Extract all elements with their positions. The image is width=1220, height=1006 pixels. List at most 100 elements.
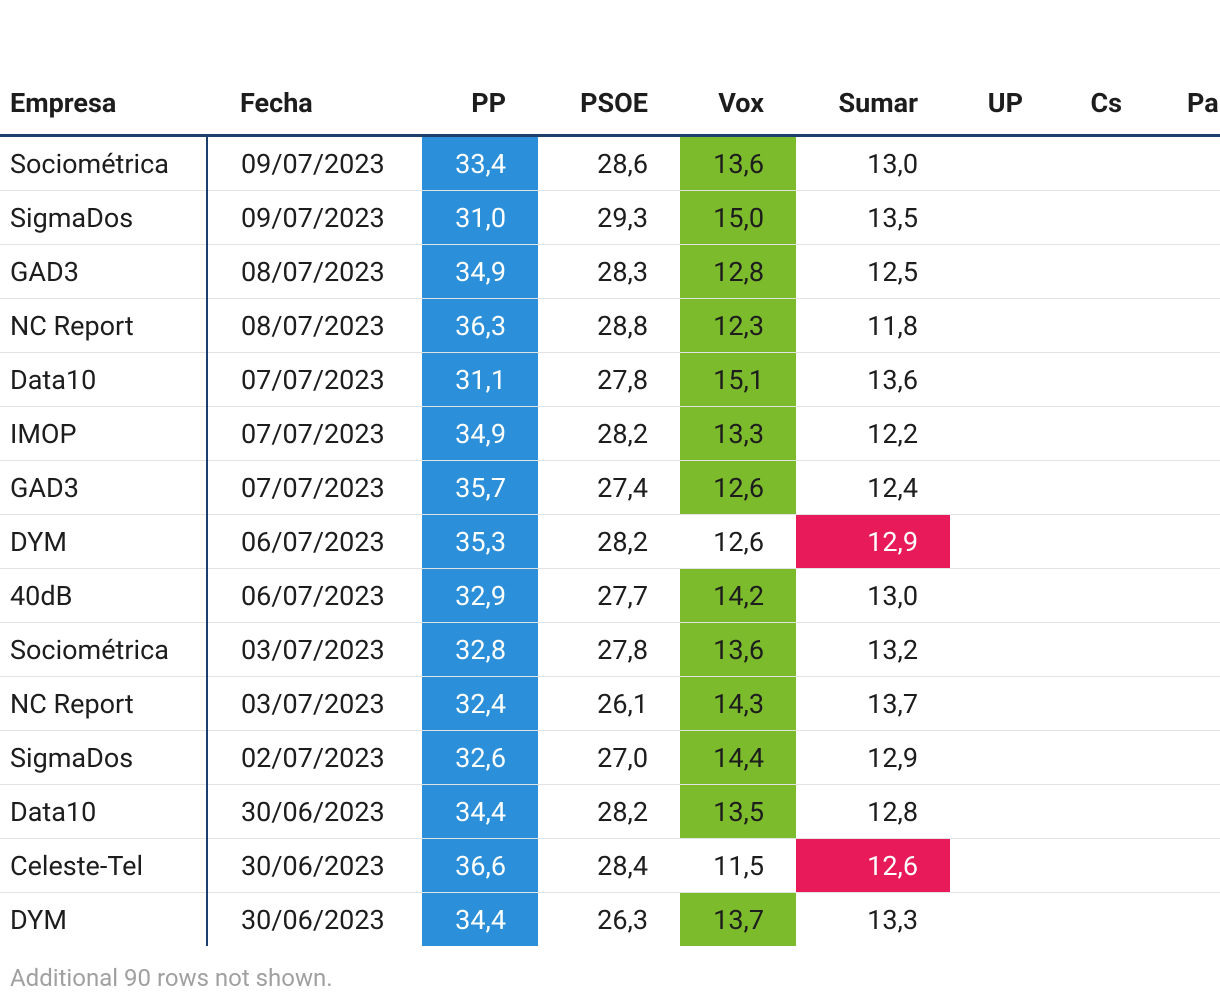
value-cell: 13,0 <box>796 568 950 623</box>
value-cell: 12,9 <box>796 730 950 785</box>
pollster-cell: Sociométrica <box>0 622 208 677</box>
value-cell: 33,4 <box>422 135 538 191</box>
table-row: NC Report 03/07/2023 32,4 26,1 14,3 13,7 <box>0 676 1220 731</box>
value-cell <box>1154 298 1220 353</box>
value-cell: 31,0 <box>422 190 538 245</box>
value-cell <box>950 406 1055 461</box>
value-cell <box>1055 838 1154 893</box>
value-cell <box>1055 135 1154 191</box>
value-cell: 28,4 <box>538 838 680 893</box>
pollster-cell: NC Report <box>0 676 208 731</box>
value-cell: 31,1 <box>422 352 538 407</box>
value-cell <box>950 460 1055 515</box>
value-cell <box>1055 730 1154 785</box>
value-cell: 28,2 <box>538 514 680 569</box>
value-cell: 12,8 <box>680 244 796 299</box>
table-row: Data10 07/07/2023 31,1 27,8 15,1 13,6 <box>0 352 1220 407</box>
value-cell <box>1154 135 1220 191</box>
value-cell: 27,4 <box>538 460 680 515</box>
value-cell <box>950 784 1055 839</box>
value-cell: 28,8 <box>538 298 680 353</box>
value-cell <box>1055 622 1154 677</box>
value-cell: 12,2 <box>796 406 950 461</box>
value-cell <box>1055 406 1154 461</box>
table-row: Data10 30/06/2023 34,4 28,2 13,5 12,8 <box>0 784 1220 839</box>
value-cell: 15,0 <box>680 190 796 245</box>
date-cell: 07/07/2023 <box>207 406 422 461</box>
column-header: Fecha <box>207 72 422 137</box>
value-cell <box>950 622 1055 677</box>
value-cell <box>950 676 1055 731</box>
value-cell: 12,5 <box>796 244 950 299</box>
pollster-cell: GAD3 <box>0 244 208 299</box>
value-cell: 32,8 <box>422 622 538 677</box>
pollster-cell: NC Report <box>0 298 208 353</box>
table-row: 40dB 06/07/2023 32,9 27,7 14,2 13,0 <box>0 568 1220 623</box>
value-cell: 34,9 <box>422 244 538 299</box>
value-cell <box>1055 190 1154 245</box>
table-row: GAD3 07/07/2023 35,7 27,4 12,6 12,4 <box>0 460 1220 515</box>
value-cell <box>950 135 1055 191</box>
table-row: Sociométrica 03/07/2023 32,8 27,8 13,6 13,2 <box>0 622 1220 677</box>
value-cell <box>1154 568 1220 623</box>
date-cell: 30/06/2023 <box>241 903 385 936</box>
value-cell: 27,7 <box>538 568 680 623</box>
value-cell: 29,3 <box>538 190 680 245</box>
table-row: SigmaDos 02/07/2023 32,6 27,0 14,4 12,9 <box>0 730 1220 785</box>
value-cell <box>1055 568 1154 623</box>
value-cell <box>1055 676 1154 731</box>
value-cell: 12,9 <box>796 514 950 569</box>
value-cell <box>1154 406 1220 461</box>
date-cell: 06/07/2023 <box>207 514 422 569</box>
value-cell: 28,6 <box>538 135 680 191</box>
value-cell: 36,3 <box>422 298 538 353</box>
value-cell: 34,4 <box>422 892 538 946</box>
value-cell: 12,4 <box>796 460 950 515</box>
value-cell: 12,6 <box>680 514 796 569</box>
value-cell <box>1055 514 1154 569</box>
pollster-cell: IMOP <box>0 406 208 461</box>
table-row: IMOP 07/07/2023 34,9 28,2 13,3 12,2 <box>0 406 1220 461</box>
poll-table: Empresa Fecha PP PSOE Vox Sumar UP Cs Pa Sociomé… <box>0 72 1220 946</box>
value-cell: 26,3 <box>597 903 648 936</box>
value-cell: 28,2 <box>538 784 680 839</box>
date-cell: 08/07/2023 <box>207 244 422 299</box>
footnote: Additional 90 rows not shown. <box>10 964 333 992</box>
pollster-cell: Sociométrica <box>0 135 208 191</box>
value-cell: 13,5 <box>680 784 796 839</box>
value-cell: 26,1 <box>538 676 680 731</box>
value-cell <box>1154 893 1220 947</box>
value-cell: 14,4 <box>680 730 796 785</box>
column-header: Sumar <box>796 72 950 137</box>
pollster-cell: Celeste-Tel <box>0 838 208 893</box>
value-cell: 12,8 <box>796 784 950 839</box>
value-cell: 28,3 <box>538 244 680 299</box>
value-cell <box>950 730 1055 785</box>
date-cell: 02/07/2023 <box>207 730 422 785</box>
pollster-cell: SigmaDos <box>0 730 208 785</box>
column-header: Vox <box>680 72 796 137</box>
value-cell: 13,6 <box>680 135 796 191</box>
value-cell <box>1154 514 1220 569</box>
pollster-cell: 40dB <box>0 568 208 623</box>
value-cell <box>1055 352 1154 407</box>
value-cell: 12,6 <box>796 838 950 893</box>
pollster-cell: Data10 <box>0 352 208 407</box>
value-cell: 27,8 <box>538 622 680 677</box>
value-cell <box>1154 352 1220 407</box>
date-cell: 08/07/2023 <box>207 298 422 353</box>
value-cell <box>1154 190 1220 245</box>
value-cell <box>950 838 1055 893</box>
value-cell: 13,7 <box>796 676 950 731</box>
value-cell: 12,3 <box>680 298 796 353</box>
value-cell <box>1055 784 1154 839</box>
value-cell <box>1154 622 1220 677</box>
value-cell <box>950 893 1055 947</box>
date-cell: 09/07/2023 <box>207 190 422 245</box>
value-cell <box>950 514 1055 569</box>
value-cell: 32,4 <box>422 676 538 731</box>
table-row: Sociométrica 09/07/2023 33,4 28,6 13,6 13,0 <box>0 135 1220 191</box>
value-cell: 14,2 <box>680 568 796 623</box>
